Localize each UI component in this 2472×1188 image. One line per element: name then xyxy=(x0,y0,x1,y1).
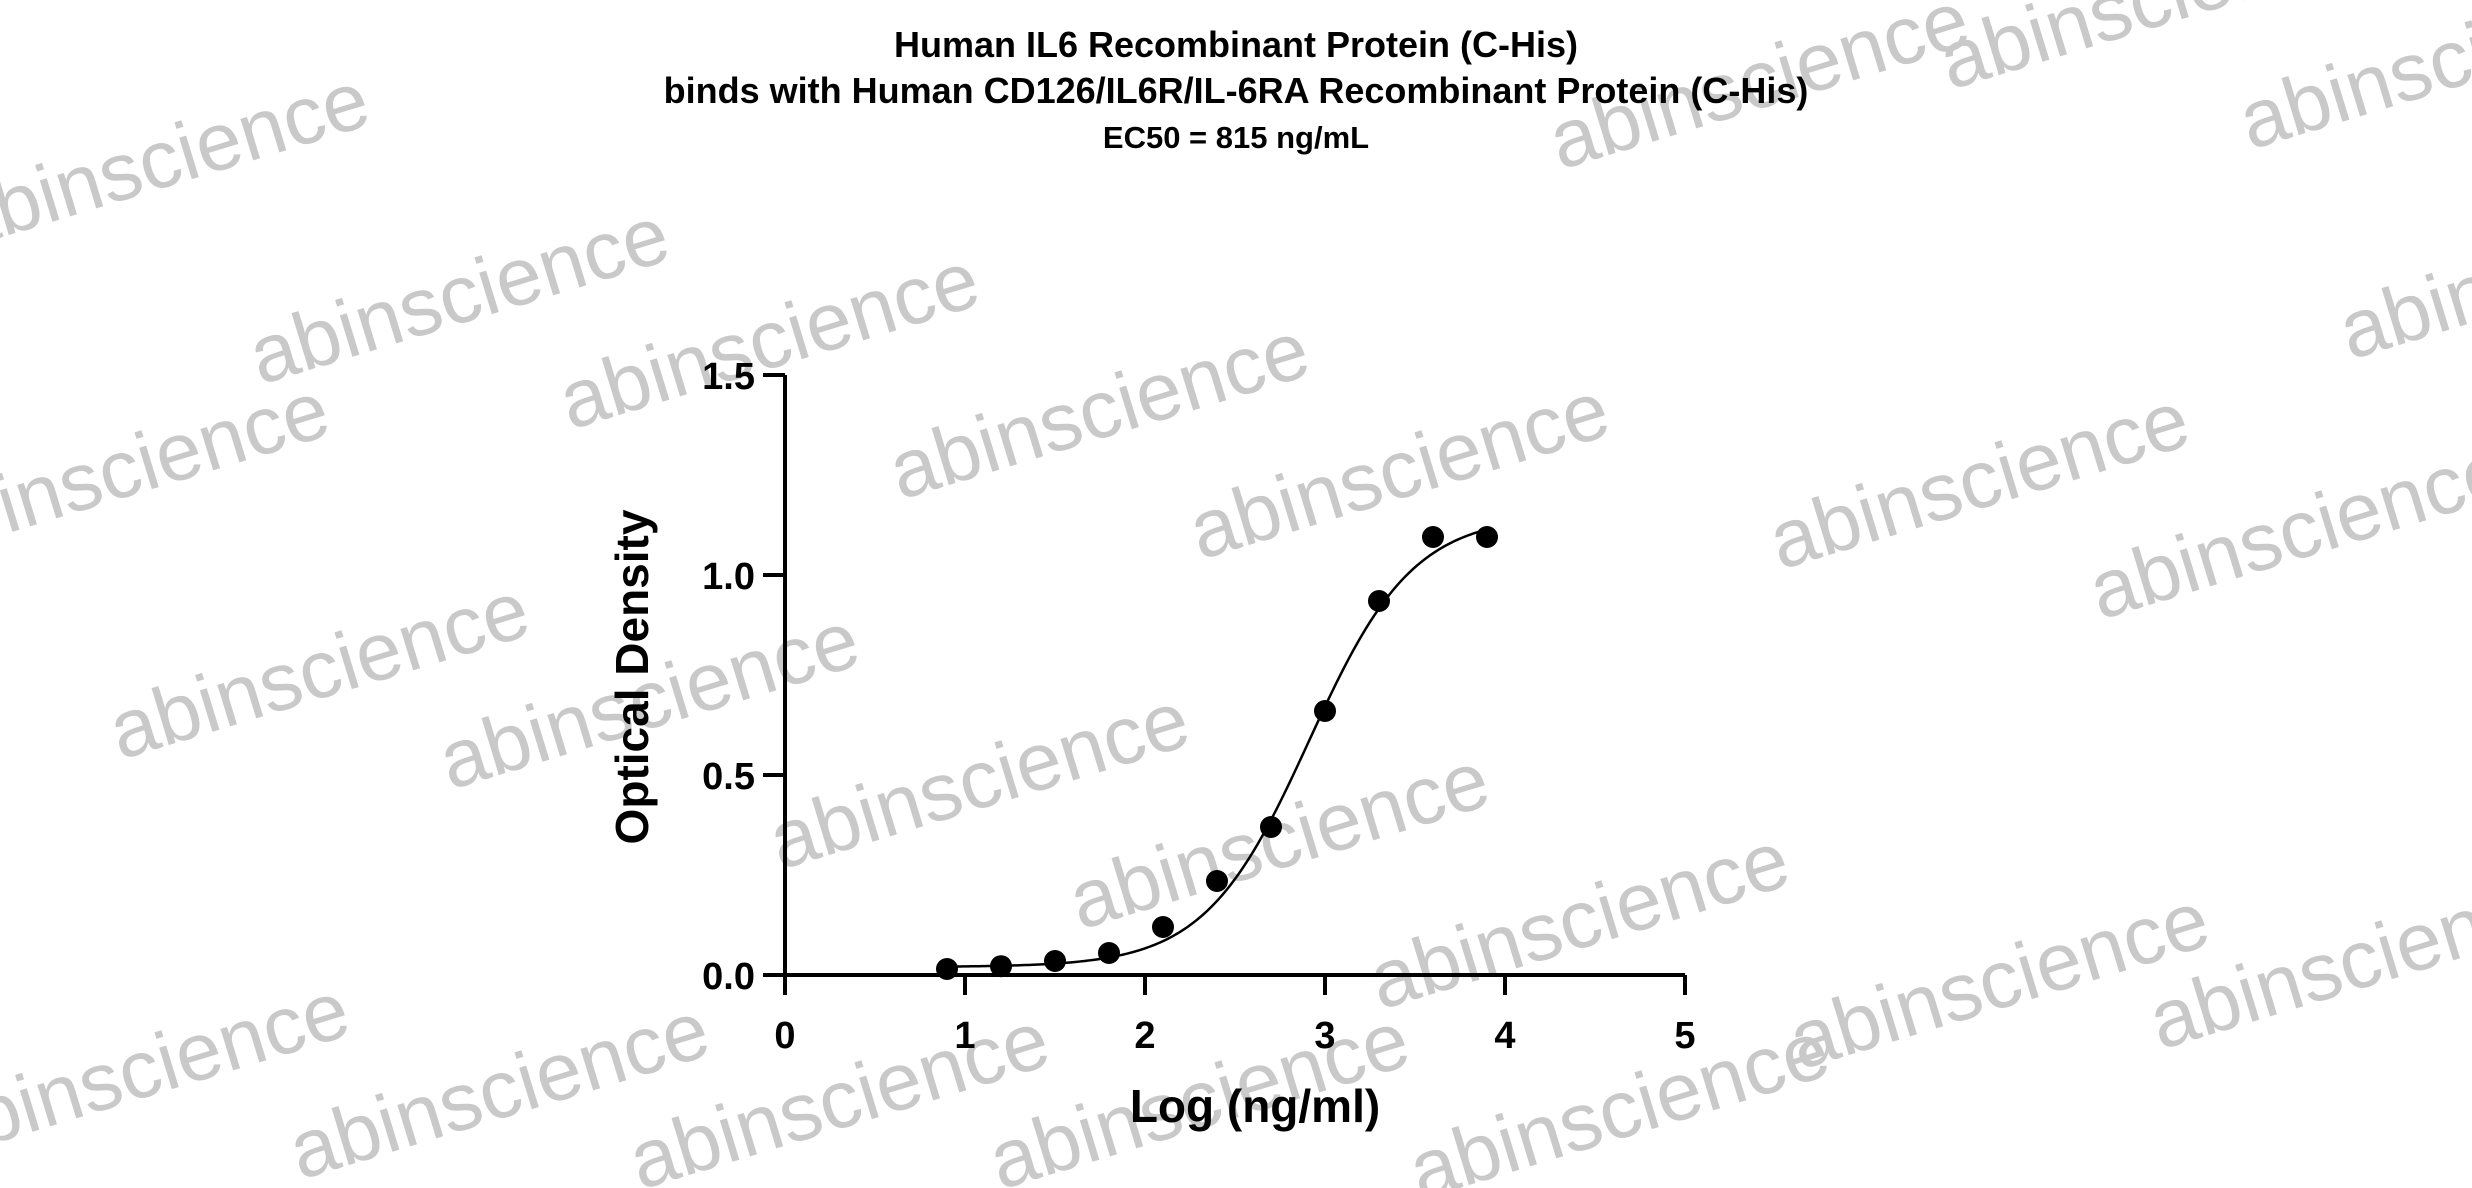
chart-subtitle: binds with Human CD126/IL6R/IL-6RA Recom… xyxy=(663,70,1809,111)
watermark-text: abinscience xyxy=(2329,164,2472,378)
fit-curve xyxy=(946,528,1488,968)
x-tick-label: 5 xyxy=(1674,1015,1695,1057)
y-tick-label: 1.0 xyxy=(702,556,755,598)
x-tick-label: 1 xyxy=(954,1015,975,1057)
data-points xyxy=(936,526,1498,980)
chart-title: Human IL6 Recombinant Protein (C-His) xyxy=(893,24,1579,65)
y-axis-title: Optical Density xyxy=(606,509,658,844)
data-point xyxy=(1260,816,1282,838)
data-point xyxy=(1206,870,1228,892)
data-point xyxy=(1422,526,1444,548)
y-tick-label: 0.5 xyxy=(702,756,755,798)
chart-title-block: Human IL6 Recombinant Protein (C-His) bi… xyxy=(0,22,2472,162)
data-point xyxy=(1098,942,1120,964)
watermark-text: abinscience xyxy=(1359,814,1800,1028)
x-tick-label: 0 xyxy=(774,1015,795,1057)
x-axis-title: Log (ng/ml) xyxy=(1130,1080,1380,1132)
data-point xyxy=(1044,950,1066,972)
data-point xyxy=(1368,590,1390,612)
x-tick-label: 2 xyxy=(1134,1015,1155,1057)
y-tick-label: 1.5 xyxy=(702,356,755,398)
x-tick-label: 4 xyxy=(1494,1015,1515,1057)
data-point xyxy=(1314,700,1336,722)
fit-curve-layer xyxy=(946,528,1488,968)
ec50-annotation: EC50 = 815 ng/mL xyxy=(1102,120,1370,155)
data-point xyxy=(1476,526,1498,548)
data-point xyxy=(1152,916,1174,938)
axes xyxy=(763,373,1687,995)
data-point xyxy=(990,955,1012,978)
axis-labels: 0 1 2 3 4 5 0.0 0.5 1.0 1.5 Log (ng/ml) Optical Den… xyxy=(606,356,1696,1132)
x-tick-label: 3 xyxy=(1314,1015,1335,1057)
data-point xyxy=(936,958,958,980)
y-tick-label: 0.0 xyxy=(702,956,755,998)
watermark-text: abinscience xyxy=(1399,1004,1840,1188)
watermark-text: abinscience xyxy=(0,364,339,578)
